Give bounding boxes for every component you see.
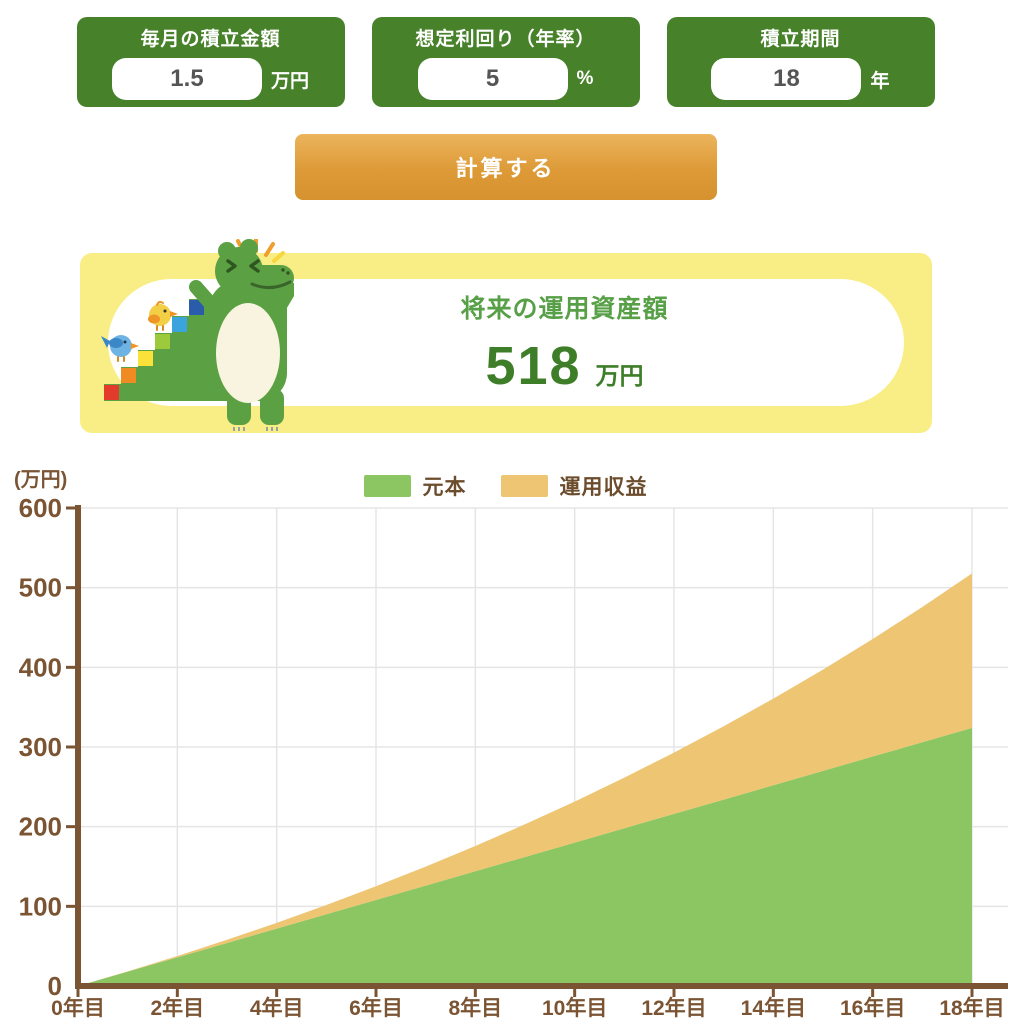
input-cards-row: 毎月の積立金額 万円 想定利回り（年率） % 積立期間 年: [0, 17, 1011, 107]
monthly-amount-input[interactable]: [111, 58, 262, 100]
monthly-amount-label: 毎月の積立金額: [140, 29, 281, 50]
x-tick: [573, 989, 577, 997]
legend-swatch-gains: [500, 475, 548, 497]
chick-icon: [147, 300, 178, 331]
x-tick: [473, 989, 477, 997]
chart-canvas: 0 100 200 300 400 500 600 0年目 2年目 4年目 6年目 8年目 10年目 12…: [19, 493, 1008, 1020]
expected-yield-unit: %: [576, 68, 594, 89]
result-title: 将来の運用資産額: [460, 295, 669, 323]
expected-yield-card: 想定利回り（年率） %: [371, 17, 640, 107]
result-value-unit: 万円: [595, 363, 644, 390]
y-axis-label: 200: [19, 812, 62, 842]
y-tick: [66, 665, 75, 669]
y-axis-label: 100: [19, 891, 62, 921]
x-tick: [374, 989, 378, 997]
period-input[interactable]: [711, 58, 862, 100]
x-tick: [771, 989, 775, 997]
expected-yield-field-row: %: [417, 58, 594, 100]
x-axis-label: 4年目: [250, 996, 304, 1020]
mascot-crocodile-illustration: [100, 239, 294, 431]
x-axis-label: 0年目: [51, 996, 105, 1020]
period-unit: 年: [870, 70, 890, 92]
legend-label-principal: 元本: [422, 476, 467, 499]
x-axis-label: 14年目: [741, 996, 806, 1020]
calculate-button[interactable]: 計算する: [294, 134, 717, 200]
y-tick: [66, 904, 75, 908]
x-axis-line: [75, 983, 1008, 989]
monthly-amount-field-row: 万円: [111, 58, 309, 100]
y-axis-unit-label: (万円): [14, 469, 68, 491]
y-tick: [66, 825, 75, 829]
stair-color-blocks: [103, 300, 204, 400]
y-axis-label: 300: [19, 732, 62, 762]
y-tick: [66, 586, 75, 590]
legend-label-gains: 運用収益: [559, 476, 648, 499]
period-card: 積立期間 年: [666, 17, 935, 107]
x-axis-label: 18年目: [939, 996, 1004, 1020]
x-axis-label: 12年目: [641, 996, 706, 1020]
expected-yield-label: 想定利回り（年率）: [415, 29, 596, 50]
monthly-amount-card: 毎月の積立金額 万円: [76, 17, 345, 107]
x-tick: [175, 989, 179, 997]
x-axis-label: 10年目: [542, 996, 607, 1020]
x-tick: [871, 989, 875, 997]
y-tick: [66, 506, 75, 510]
expected-yield-input[interactable]: [417, 58, 568, 100]
y-axis-label: 600: [19, 493, 62, 523]
y-axis-label: 500: [19, 573, 62, 603]
y-axis-label: 0: [48, 971, 62, 1001]
result-value: 518: [485, 336, 582, 396]
monthly-amount-unit: 万円: [270, 70, 309, 92]
y-tick: [66, 745, 75, 749]
x-tick: [76, 989, 80, 997]
blue-bird-icon: [100, 335, 139, 362]
x-axis-label: 16年目: [840, 996, 905, 1020]
result-value-row: 518 万円: [198, 335, 932, 397]
legend-swatch-principal: [363, 475, 411, 497]
x-tick: [970, 989, 974, 997]
x-axis-label: 6年目: [349, 996, 403, 1020]
x-axis-label: 2年目: [150, 996, 204, 1020]
x-tick: [672, 989, 676, 997]
x-axis-label: 8年目: [448, 996, 502, 1020]
y-axis-label: 400: [19, 652, 62, 682]
period-label: 積立期間: [760, 29, 841, 50]
x-tick: [275, 989, 279, 997]
result-text-block: 将来の運用資産額 518 万円: [80, 289, 932, 397]
chart-legend: 元本 運用収益: [0, 471, 1011, 501]
period-field-row: 年: [711, 58, 890, 100]
asset-growth-chart: 0 100 200 300 400 500 600 0年目 2年目 4年目 6年目 8年目 10年目 12…: [0, 460, 1011, 1024]
result-panel: 将来の運用資産額 518 万円: [79, 239, 932, 433]
y-axis-line: [75, 505, 81, 989]
